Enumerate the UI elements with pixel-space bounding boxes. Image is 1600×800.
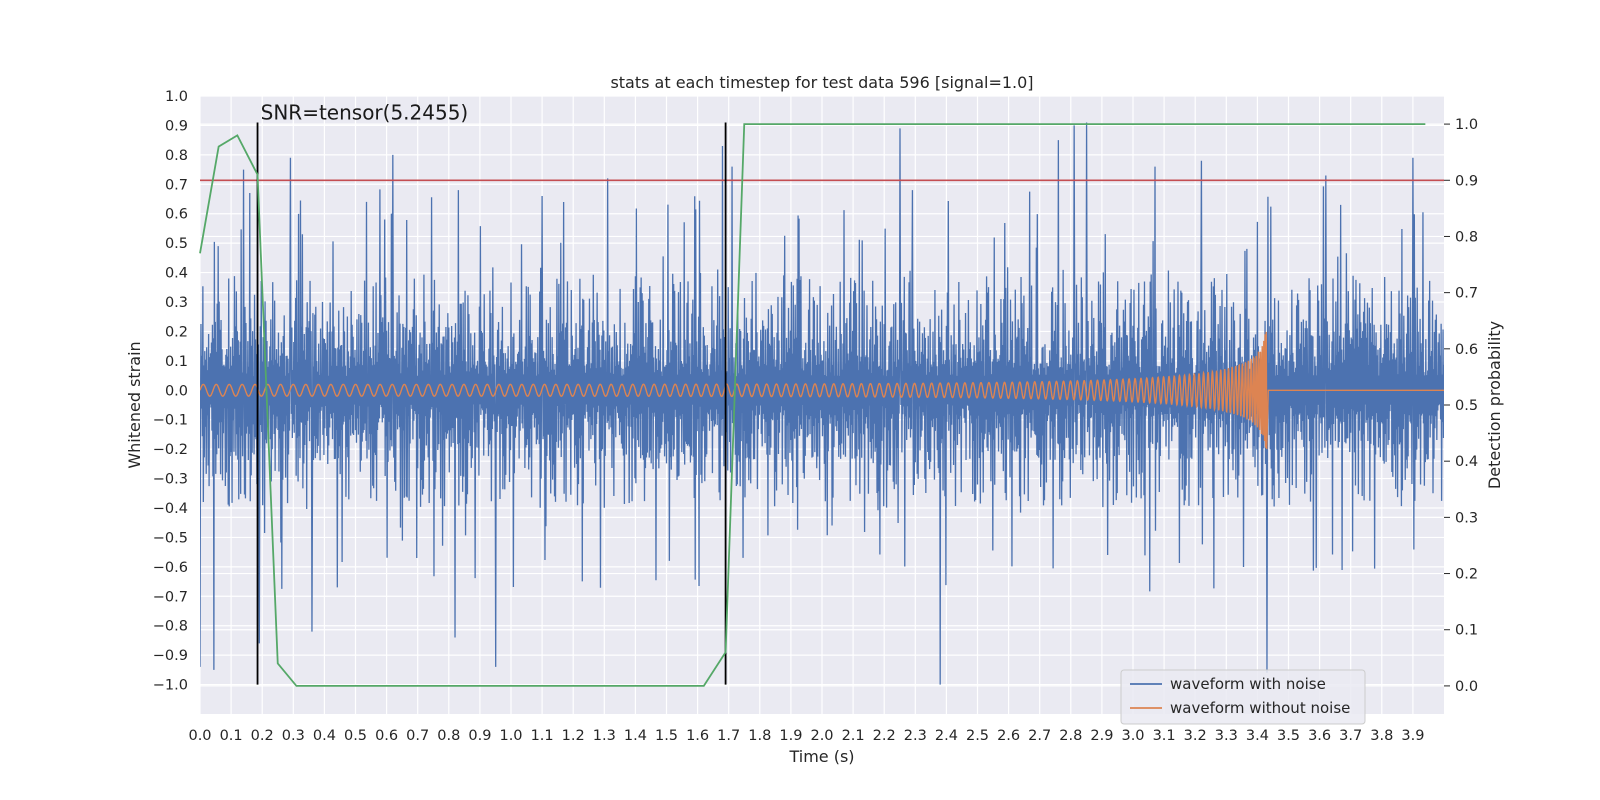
snr-annotation: SNR=tensor(5.2455) <box>261 101 469 125</box>
x-tick-label-25: 2.5 <box>966 728 989 744</box>
x-tick-label-16: 1.6 <box>686 728 709 744</box>
series-detection-probability <box>199 123 1426 687</box>
x-tick-label-7: 0.7 <box>406 728 429 744</box>
x-tick-label-35: 3.5 <box>1277 728 1300 744</box>
waveform-without-noise-line <box>200 331 1444 450</box>
x-tick-label-12: 1.2 <box>562 728 585 744</box>
x-tick-label-37: 3.7 <box>1339 728 1362 744</box>
y-tick-label-9: 0.1 <box>165 354 188 370</box>
x-tick-label-4: 0.4 <box>313 728 336 744</box>
y-tick-label-2: 0.8 <box>165 148 188 164</box>
y2-tick-label-1: 0.9 <box>1455 173 1478 189</box>
x-tick-label-26: 2.6 <box>997 728 1020 744</box>
x-tick-label-15: 1.5 <box>655 728 678 744</box>
y-tick-label-11: −0.1 <box>153 413 188 429</box>
y-tick-label-17: −0.7 <box>153 589 188 605</box>
y-tick-label-16: −0.6 <box>153 560 188 576</box>
x-tick-label-11: 1.1 <box>531 728 554 744</box>
y-tick-label-8: 0.2 <box>165 324 188 340</box>
y-tick-label-15: −0.5 <box>153 530 188 546</box>
y-tick-label-6: 0.4 <box>165 266 188 282</box>
y2-tick-label-0: 1.0 <box>1455 117 1478 133</box>
x-tick-label-24: 2.4 <box>935 728 958 744</box>
x-tick-label-31: 3.1 <box>1153 728 1176 744</box>
x-tick-label-18: 1.8 <box>748 728 771 744</box>
detection-probability-line <box>199 123 1426 687</box>
x-tick-label-36: 3.6 <box>1308 728 1331 744</box>
x-tick-label-1: 0.1 <box>220 728 243 744</box>
y2-tick-label-5: 0.5 <box>1455 398 1478 414</box>
y-tick-label-0: 1.0 <box>165 89 188 105</box>
x-tick-label-2: 0.2 <box>251 728 274 744</box>
x-axis-ticks: 0.0 0.1 0.2 0.3 0.4 0.5 0.6 0.7 0.8 0.9 1.0 1.1 1.2 1… <box>188 728 1424 744</box>
y-tick-label-10: 0.0 <box>165 383 188 399</box>
x-tick-label-14: 1.4 <box>624 728 647 744</box>
x-tick-label-27: 2.7 <box>1028 728 1051 744</box>
x-tick-label-23: 2.3 <box>904 728 927 744</box>
y2-tick-label-10: 0.0 <box>1455 679 1478 695</box>
y-tick-label-1: 0.9 <box>165 118 188 134</box>
y-tick-label-20: −1.0 <box>153 678 188 694</box>
y-tick-label-5: 0.5 <box>165 236 188 252</box>
x-tick-label-0: 0.0 <box>188 728 211 744</box>
y-tick-label-13: −0.3 <box>153 472 188 488</box>
x-tick-label-13: 1.3 <box>593 728 616 744</box>
x-tick-label-29: 2.9 <box>1090 728 1113 744</box>
x-tick-label-3: 0.3 <box>282 728 305 744</box>
x-tick-label-10: 1.0 <box>499 728 522 744</box>
y2-tick-label-8: 0.2 <box>1455 567 1478 583</box>
y2-tick-label-3: 0.7 <box>1455 286 1478 302</box>
x-tick-label-5: 0.5 <box>344 728 367 744</box>
x-tick-label-17: 1.7 <box>717 728 740 744</box>
legend-label-chirp: waveform without noise <box>1170 699 1350 717</box>
x-tick-label-32: 3.2 <box>1184 728 1207 744</box>
x-tick-label-6: 0.6 <box>375 728 398 744</box>
vertical-markers <box>256 122 727 685</box>
series-waveform-without-noise <box>200 331 1444 450</box>
y-axis-label: Whitened strain <box>125 341 144 468</box>
y2-axis-ticks: 1.0 0.9 0.8 0.7 0.6 0.5 0.4 0.3 0.2 0.1 0.0 <box>1444 117 1478 695</box>
y-tick-label-3: 0.7 <box>165 177 188 193</box>
y-tick-label-18: −0.8 <box>153 619 188 635</box>
x-tick-label-38: 3.8 <box>1370 728 1393 744</box>
x-tick-label-8: 0.8 <box>437 728 460 744</box>
y-tick-label-14: −0.4 <box>153 501 188 517</box>
legend-label-noise: waveform with noise <box>1170 675 1326 693</box>
y2-tick-label-9: 0.1 <box>1455 623 1478 639</box>
y-axis-ticks: 1.0 0.9 0.8 0.7 0.6 0.5 0.4 0.3 0.2 0.1 0.0 −0.1 −0.… <box>153 89 188 694</box>
legend-box <box>1120 669 1366 725</box>
x-tick-label-21: 2.1 <box>842 728 865 744</box>
chart-title: stats at each timestep for test data 596… <box>610 73 1033 92</box>
y-tick-label-12: −0.2 <box>153 442 188 458</box>
y2-tick-label-7: 0.3 <box>1455 510 1478 526</box>
x-tick-label-39: 3.9 <box>1401 728 1424 744</box>
legend: waveform with noise waveform without noi… <box>1120 669 1366 725</box>
x-axis-label: Time (s) <box>788 747 854 766</box>
x-tick-label-30: 3.0 <box>1121 728 1144 744</box>
y-tick-label-4: 0.6 <box>165 207 188 223</box>
y2-tick-label-6: 0.4 <box>1455 454 1478 470</box>
x-tick-label-22: 2.2 <box>873 728 896 744</box>
y-tick-label-19: −0.9 <box>153 648 188 664</box>
x-tick-label-28: 2.8 <box>1059 728 1082 744</box>
y2-tick-label-4: 0.6 <box>1455 342 1478 358</box>
grid <box>199 95 1444 714</box>
x-tick-label-34: 3.4 <box>1246 728 1269 744</box>
y2-tick-label-2: 0.8 <box>1455 229 1478 245</box>
y-tick-label-7: 0.3 <box>165 295 188 311</box>
x-tick-label-9: 0.9 <box>468 728 491 744</box>
x-tick-label-33: 3.3 <box>1215 728 1238 744</box>
x-tick-label-20: 2.0 <box>810 728 833 744</box>
x-tick-label-19: 1.9 <box>779 728 802 744</box>
y2-axis-label: Detection probability <box>1485 321 1504 489</box>
